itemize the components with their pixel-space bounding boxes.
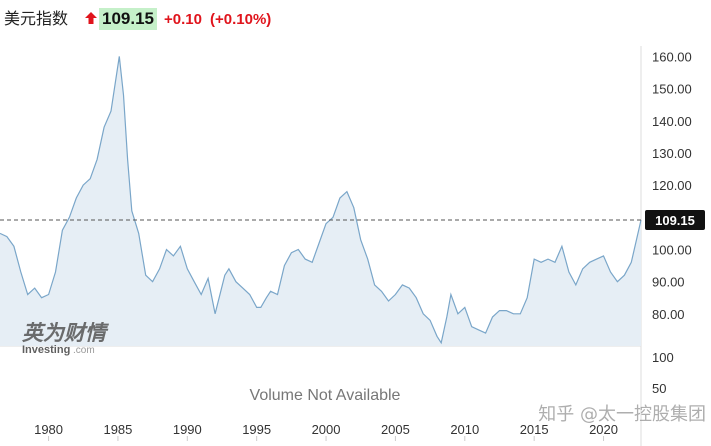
price-line — [0, 56, 642, 345]
y-tick-label: 160.00 — [652, 49, 692, 64]
x-tick-label: 2005 — [381, 422, 410, 437]
volume-axis-ticks: 100 50 — [652, 350, 674, 396]
instrument-name: 美元指数 — [4, 9, 69, 28]
price-area-fill — [0, 56, 641, 347]
y-tick-label: 130.00 — [652, 146, 692, 161]
up-arrow-icon — [85, 12, 97, 24]
x-tick-label: 1995 — [242, 422, 271, 437]
last-value-label: 109.15 — [655, 213, 695, 228]
last-price: 109.15 — [99, 8, 157, 30]
brand-en: Investing — [22, 344, 70, 356]
attribution-watermark: 知乎 @太一控股集团 — [538, 404, 706, 425]
x-tick-label: 1985 — [103, 422, 132, 437]
x-tick-label: 2000 — [312, 422, 341, 437]
y-axis-ticks: 160.00150.00140.00130.00120.00110.00100.… — [652, 49, 692, 321]
brand-suffix: .com — [73, 345, 95, 356]
volume-message: Volume Not Available — [250, 387, 401, 404]
x-tick-label: 1980 — [34, 422, 63, 437]
x-tick-label: 2020 — [589, 422, 618, 437]
volume-tick-label: 100 — [652, 350, 674, 365]
plot-area[interactable] — [0, 46, 642, 446]
x-tick-label: 2010 — [450, 422, 479, 437]
volume-tick-label: 50 — [652, 381, 666, 396]
y-tick-label: 100.00 — [652, 242, 692, 257]
y-tick-label: 90.00 — [652, 275, 685, 290]
x-axis-ticks: 1980 1985 1990 1995 2000 2005 2010 2015 2020 — [34, 422, 618, 441]
y-tick-label: 120.00 — [652, 178, 692, 193]
price-change-percent: (+0.10%) — [210, 11, 272, 28]
investing-logo: 英为财情 Investing .com — [22, 321, 109, 356]
brand-cn: 英为财情 — [22, 321, 109, 345]
quote-header: 美元指数 109.15 +0.10 (+0.10%) — [0, 0, 711, 40]
last-value-badge: 109.15 — [645, 210, 705, 231]
y-tick-label: 80.00 — [652, 307, 685, 322]
x-tick-label: 2015 — [520, 422, 549, 437]
y-tick-label: 150.00 — [652, 82, 692, 97]
x-tick-label: 1990 — [173, 422, 202, 437]
price-change: +0.10 — [164, 11, 202, 28]
y-tick-label: 140.00 — [652, 114, 692, 129]
